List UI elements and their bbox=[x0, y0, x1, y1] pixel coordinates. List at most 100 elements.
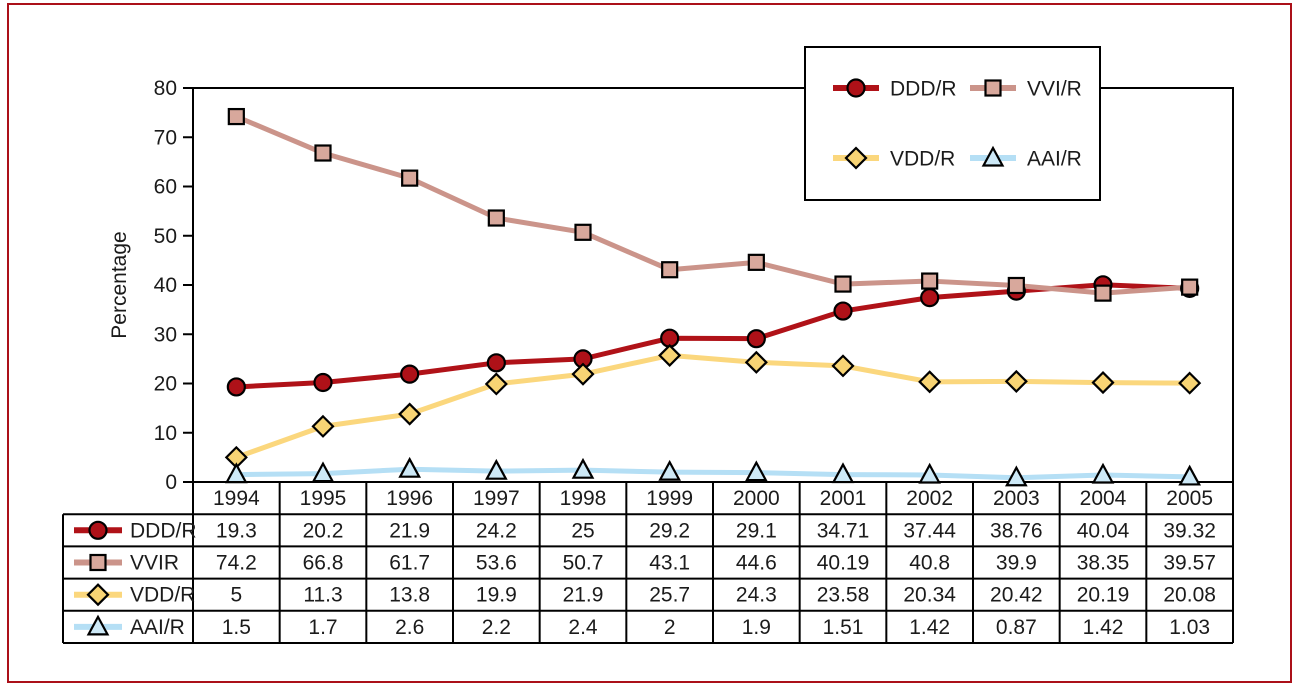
table-cell-value: 40.04 bbox=[1077, 519, 1130, 542]
table-cell-value: 39.9 bbox=[996, 552, 1037, 575]
table-cell-value: 24.2 bbox=[476, 519, 517, 542]
year-header-cell: 1996 bbox=[386, 487, 433, 510]
data-point-marker-vdd-r bbox=[571, 362, 595, 386]
data-point-marker-vvi-r bbox=[401, 169, 419, 187]
row-marker-vvir bbox=[89, 553, 107, 572]
row-marker-ddd-r bbox=[88, 520, 108, 540]
data-point-marker-vvi-r bbox=[574, 223, 592, 241]
table-cell-value: 20.19 bbox=[1077, 584, 1130, 607]
table-cell-value: 39.32 bbox=[1163, 519, 1216, 542]
legend-marker-aai-r bbox=[981, 145, 1005, 167]
table-cell-value: 11.3 bbox=[303, 584, 342, 607]
year-header-cell: 1995 bbox=[300, 487, 347, 510]
data-point-marker-aai-r bbox=[398, 456, 422, 478]
table-cell-value: 1.42 bbox=[1083, 616, 1124, 639]
table-cell-value: 19.9 bbox=[476, 584, 517, 607]
table-cell-value: 53.6 bbox=[476, 552, 517, 575]
data-point-marker-aai-r bbox=[1004, 465, 1028, 487]
data-point-marker-vdd-r bbox=[311, 414, 335, 438]
data-point-marker-vdd-r bbox=[484, 372, 508, 396]
table-row-label: VVIR bbox=[130, 552, 179, 575]
table-cell-value: 1.42 bbox=[909, 616, 950, 639]
data-point-marker-vvi-r bbox=[921, 272, 939, 290]
table-cell-value: 2.4 bbox=[568, 616, 598, 639]
data-point-marker-ddd-r bbox=[486, 353, 506, 373]
data-point-marker-vdd-r bbox=[918, 370, 942, 394]
data-point-marker-aai-r bbox=[918, 462, 942, 484]
table-cell-value: 29.1 bbox=[736, 519, 777, 542]
table-cell-value: 1.51 bbox=[823, 616, 864, 639]
row-marker-aai-r bbox=[86, 614, 110, 636]
data-point-marker-ddd-r bbox=[226, 377, 246, 397]
data-point-marker-aai-r bbox=[1091, 462, 1115, 484]
data-point-marker-aai-r bbox=[744, 460, 768, 482]
data-point-marker-vvi-r bbox=[747, 253, 765, 271]
data-point-marker-vdd-r bbox=[658, 343, 682, 367]
data-point-marker-vdd-r bbox=[744, 350, 768, 374]
table-cell-value: 1.03 bbox=[1169, 616, 1210, 639]
table-cell-value: 1.9 bbox=[742, 616, 771, 639]
table-cell-value: 61.7 bbox=[389, 552, 430, 575]
series-line-aai-r bbox=[233, 466, 1193, 481]
table-cell-value: 2.2 bbox=[482, 616, 511, 639]
year-header-cell: 1997 bbox=[473, 487, 520, 510]
data-point-marker-vdd-r bbox=[398, 402, 422, 426]
table-cell-value: 20.08 bbox=[1163, 584, 1216, 607]
legend-marker-ddd-r bbox=[846, 78, 866, 98]
table-cell-value: 25.7 bbox=[649, 584, 690, 607]
y-tick-label: 60 bbox=[154, 176, 177, 199]
table-cell-value: 40.19 bbox=[817, 552, 870, 575]
data-point-marker-vvi-r bbox=[661, 261, 679, 279]
series-line-vvi-r bbox=[233, 114, 1193, 296]
table-cell-value: 20.34 bbox=[903, 584, 956, 607]
table-cell-value: 2.6 bbox=[395, 616, 424, 639]
data-point-marker-ddd-r bbox=[400, 364, 420, 384]
data-point-marker-aai-r bbox=[571, 457, 595, 479]
data-point-marker-vvi-r bbox=[1094, 284, 1112, 302]
data-point-marker-aai-r bbox=[311, 461, 335, 483]
series-line-vdd-r bbox=[233, 352, 1193, 460]
table-cell-value: 40.8 bbox=[909, 552, 950, 575]
data-point-marker-ddd-r bbox=[746, 329, 766, 349]
data-point-marker-vvi-r bbox=[834, 275, 852, 293]
year-header-cell: 2005 bbox=[1166, 487, 1213, 510]
y-tick-label: 10 bbox=[154, 422, 177, 445]
year-header-cell: 2001 bbox=[820, 487, 867, 510]
table-cell-value: 66.8 bbox=[303, 552, 344, 575]
y-tick-label: 50 bbox=[154, 225, 177, 248]
table-cell-value: 23.58 bbox=[817, 584, 870, 607]
table-row-label: AAI/R bbox=[130, 616, 185, 639]
table-cell-value: 50.7 bbox=[563, 552, 604, 575]
data-point-marker-vdd-r bbox=[1091, 371, 1115, 395]
y-axis-title: Percentage bbox=[108, 231, 131, 338]
data-point-marker-ddd-r bbox=[920, 288, 940, 308]
table-cell-value: 43.1 bbox=[649, 552, 690, 575]
legend-label: DDD/R bbox=[890, 78, 957, 101]
table-row-label: DDD/R bbox=[130, 519, 197, 542]
data-point-marker-aai-r bbox=[224, 462, 248, 484]
legend-label: VDD/R bbox=[890, 148, 955, 171]
year-header-cell: 1999 bbox=[646, 487, 693, 510]
table-cell-value: 38.35 bbox=[1077, 552, 1130, 575]
row-marker-vdd-r bbox=[86, 583, 110, 607]
legend-label: AAI/R bbox=[1027, 148, 1082, 171]
table-cell-value: 21.9 bbox=[563, 584, 604, 607]
table-cell-value: 19.3 bbox=[216, 519, 257, 542]
data-point-marker-aai-r bbox=[831, 462, 855, 484]
table-cell-value: 21.9 bbox=[389, 519, 430, 542]
year-header-cell: 2003 bbox=[993, 487, 1040, 510]
table-cell-value: 0.87 bbox=[996, 616, 1037, 639]
data-point-marker-vdd-r bbox=[1178, 371, 1202, 395]
table-row-label: VDD/R bbox=[130, 584, 195, 607]
y-tick-label: 20 bbox=[154, 373, 177, 396]
year-header-cell: 2004 bbox=[1080, 487, 1127, 510]
table-cell-value: 20.42 bbox=[990, 584, 1043, 607]
data-point-marker-vdd-r bbox=[831, 354, 855, 378]
table-cell-value: 20.2 bbox=[303, 519, 344, 542]
year-header-cell: 1994 bbox=[213, 487, 260, 510]
data-point-marker-aai-r bbox=[1178, 464, 1202, 486]
y-tick-label: 30 bbox=[154, 323, 177, 346]
data-point-marker-aai-r bbox=[658, 459, 682, 481]
table-cell-value: 13.8 bbox=[389, 584, 430, 607]
